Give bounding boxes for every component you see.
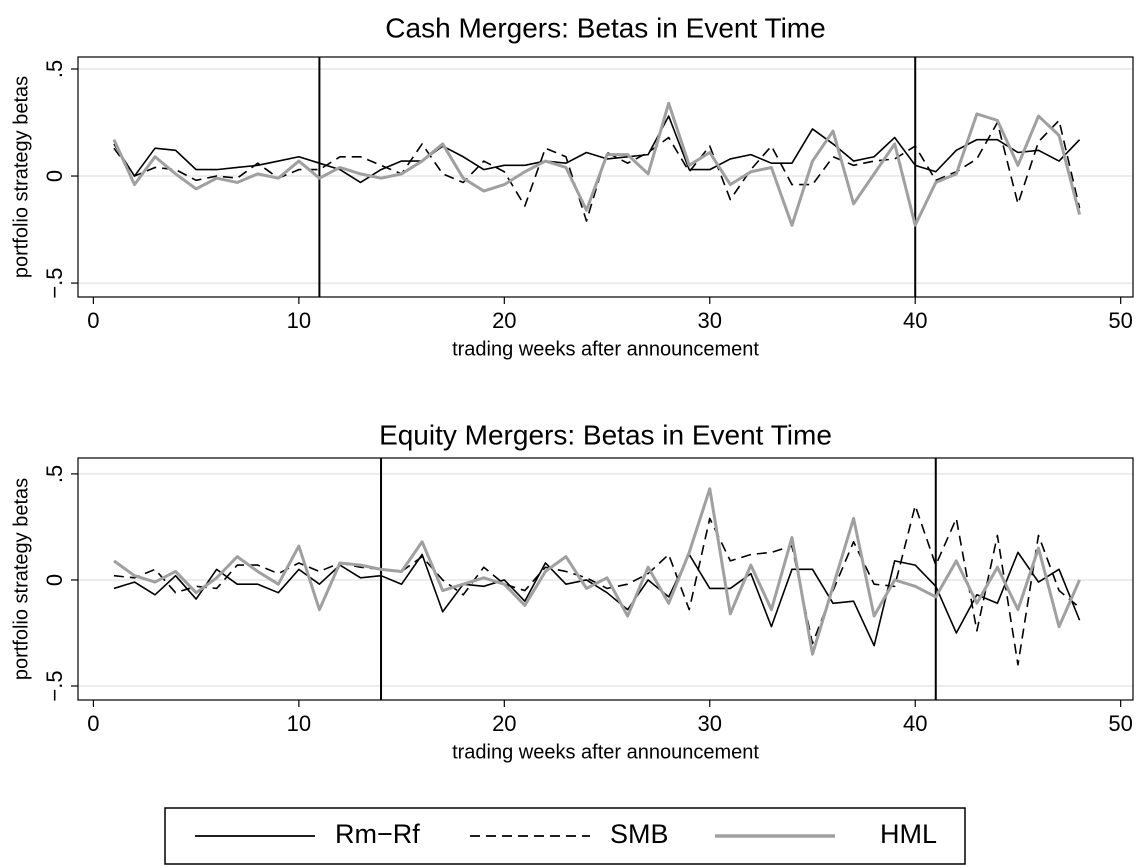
- x-tick-label: 50: [1108, 711, 1132, 736]
- x-tick-label: 20: [492, 711, 516, 736]
- y-tick-label: .5: [42, 465, 67, 483]
- y-axis-label: portfolio strategy betas: [10, 478, 32, 680]
- chart-title: Equity Mergers: Betas in Event Time: [379, 419, 832, 450]
- x-tick-label: 0: [87, 308, 99, 333]
- x-tick-label: 20: [492, 308, 516, 333]
- y-tick-label: −.5: [42, 670, 67, 701]
- y-tick-label: 0: [42, 170, 67, 182]
- x-tick-label: 40: [903, 711, 927, 736]
- legend-label: Rm−Rf: [335, 819, 420, 849]
- plot-frame: [77, 56, 1134, 298]
- legend-label: SMB: [610, 819, 669, 849]
- x-axis-label: trading weeks after announcement: [452, 338, 759, 360]
- series-line: [113, 551, 1081, 647]
- x-tick-label: 10: [287, 711, 311, 736]
- x-tick-label: 30: [698, 711, 722, 736]
- x-axis-label: trading weeks after announcement: [452, 741, 759, 763]
- x-tick-label: 50: [1108, 308, 1132, 333]
- series-line: [113, 487, 1081, 656]
- series-line: [113, 115, 1081, 184]
- x-tick-label: 10: [287, 308, 311, 333]
- series-line: [112, 101, 1082, 227]
- y-tick-label: −.5: [42, 267, 67, 298]
- x-tick-label: 40: [903, 308, 927, 333]
- x-tick-label: 0: [87, 711, 99, 736]
- plot-frame: [77, 457, 1134, 701]
- y-axis-label: portfolio strategy betas: [10, 76, 32, 278]
- x-tick-label: 30: [698, 308, 722, 333]
- y-tick-label: .5: [42, 60, 67, 78]
- legend-label: HML: [880, 819, 937, 849]
- chart-title: Cash Mergers: Betas in Event Time: [385, 12, 825, 43]
- y-tick-label: 0: [42, 574, 67, 586]
